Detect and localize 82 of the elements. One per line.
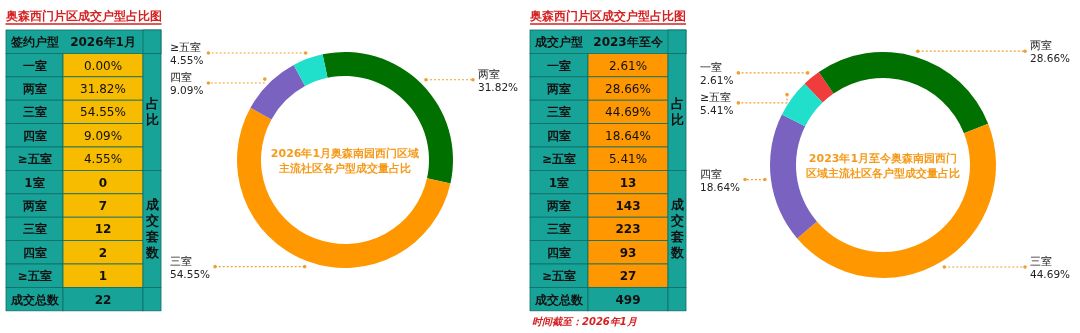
text: 2026年1月奥森南园西门区域主流社区各户型成交量占比 (270, 146, 420, 175)
text: 奥森西门片区成交户型占比图 (4, 9, 162, 23)
text: 2026年1月 (70, 35, 136, 50)
slice-label: 三室 (170, 254, 192, 268)
text: 31.82% (80, 82, 126, 96)
category-label: 1室 (24, 175, 45, 190)
data-label: 44.69% (1030, 268, 1071, 280)
category-label: 三室 (547, 105, 571, 120)
text: 93 (619, 245, 637, 260)
text: 0.00% (83, 58, 123, 73)
text: 时间截至：2026年1月 (532, 315, 637, 327)
category-label: 三室 (22, 222, 47, 237)
category-label: ≥五室 (17, 269, 52, 284)
data-label: 5.41% (700, 103, 734, 116)
text: 143 (615, 199, 641, 213)
text: 成交套数 (144, 196, 160, 260)
text: 占比 (670, 95, 684, 127)
data-label: 18.64% (700, 180, 741, 193)
category-label: ≥五室 (541, 152, 577, 167)
category-label: 成交总数 (534, 292, 584, 307)
category-label: 一室 (547, 58, 571, 73)
data-label: 31.82% (478, 80, 519, 93)
category-label: 三室 (547, 222, 571, 237)
category-label: 四室 (547, 128, 571, 143)
text: 2.61% (608, 58, 648, 73)
category-label: 两室 (21, 82, 47, 96)
text: 18.64% (605, 128, 651, 143)
text: 13 (619, 175, 637, 190)
slice-label: 两室 (1030, 39, 1052, 53)
donut-slice (804, 71, 834, 103)
text: 9.09% (83, 128, 123, 143)
donut-slice (237, 107, 451, 268)
text: 223 (615, 222, 641, 237)
data-label: 54.55% (170, 267, 211, 280)
text: 签约户型 (9, 35, 59, 50)
text: 44.69% (605, 105, 651, 120)
text: 27 (619, 269, 637, 284)
category-label: 三室 (22, 105, 47, 120)
category-label: 两室 (546, 82, 571, 96)
text: 7 (98, 199, 108, 213)
donut-slice (250, 64, 306, 120)
data-label: 9.09% (170, 84, 204, 96)
category-label: 两室 (21, 199, 47, 213)
text: 占比 (145, 95, 159, 127)
category-label: 四室 (547, 245, 571, 260)
slice-label: ≥五室 (700, 90, 732, 104)
slice-label: 四室 (700, 167, 722, 181)
slice-label: 四室 (170, 71, 192, 84)
category-label: 两室 (546, 199, 571, 213)
text: 28.66% (605, 82, 651, 96)
text: 12 (94, 222, 112, 237)
category-label: 四室 (22, 245, 47, 260)
donut-slice (818, 52, 989, 134)
category-label: ≥五室 (541, 269, 577, 284)
text: 5.41% (608, 152, 648, 167)
slice-label: ≥五室 (170, 41, 202, 54)
category-label: 成交总数 (9, 292, 60, 307)
text: 奥森西门片区成交户型占比图 (529, 9, 686, 23)
category-label: 1室 (548, 175, 570, 190)
category-label: 四室 (22, 128, 47, 143)
text: 1 (98, 269, 108, 284)
text: 2023年1月至今奥森南园西门区域主流社区各户型成交量占比 (806, 151, 960, 180)
text: 4.55% (83, 152, 123, 167)
category-label: 一室 (22, 58, 47, 73)
donut-slice (781, 83, 823, 127)
slice-label: 三室 (1030, 255, 1052, 268)
text: 499 (615, 292, 641, 307)
text: 2 (98, 245, 108, 260)
data-label: 28.66% (1030, 52, 1071, 65)
text: 成交套数 (669, 196, 685, 260)
text: 0 (98, 175, 108, 190)
category-label: ≥五室 (17, 152, 52, 167)
data-label: 4.55% (170, 54, 204, 66)
donut-slice (797, 123, 996, 278)
data-label: 2.61% (700, 73, 734, 86)
slice-label: 两室 (478, 67, 500, 81)
text: 成交户型 (534, 35, 583, 50)
text: 22 (94, 292, 112, 307)
donut-slice (293, 54, 328, 87)
text: 54.55% (80, 105, 126, 120)
text: 2023年至今 (593, 35, 664, 50)
slice-label: 一室 (700, 60, 722, 74)
